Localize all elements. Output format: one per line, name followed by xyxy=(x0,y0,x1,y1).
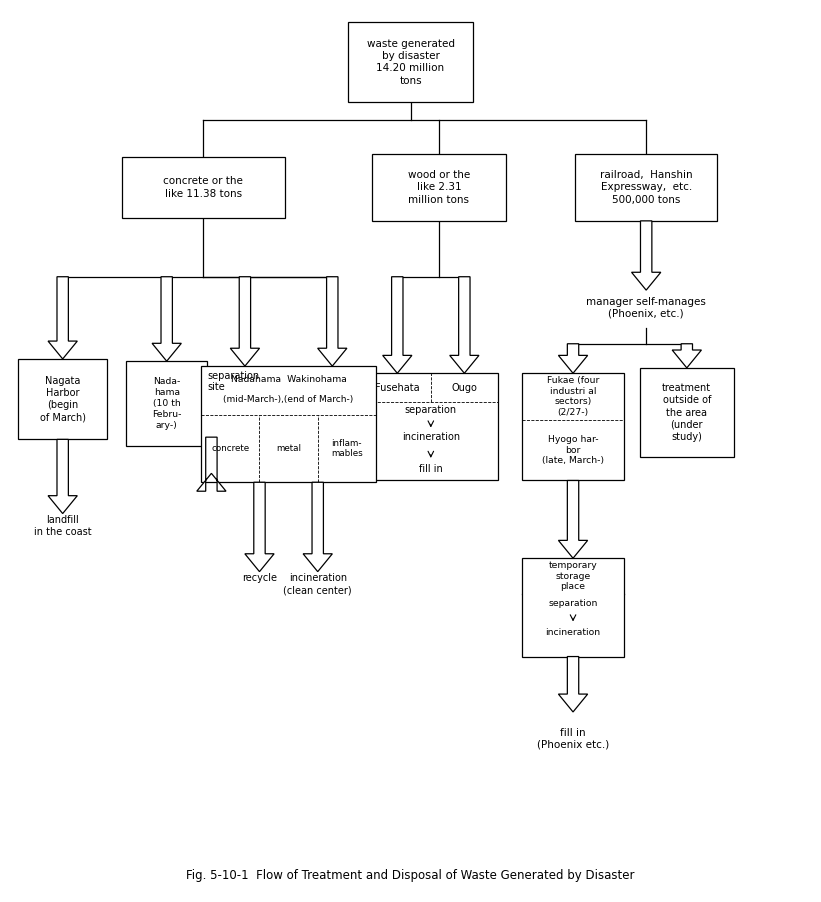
Polygon shape xyxy=(231,277,259,366)
Bar xyxy=(364,373,498,481)
Polygon shape xyxy=(48,277,77,359)
Bar xyxy=(522,558,624,657)
Bar xyxy=(640,368,733,457)
Polygon shape xyxy=(631,221,661,290)
Text: separation: separation xyxy=(405,405,456,416)
Polygon shape xyxy=(450,277,479,373)
Text: temporary
storage
place: temporary storage place xyxy=(548,561,598,591)
Bar xyxy=(522,373,624,481)
Polygon shape xyxy=(245,483,274,572)
Text: Fukae (four
industri al
sectors)
(2/27-): Fukae (four industri al sectors) (2/27-) xyxy=(547,376,599,417)
Bar xyxy=(347,22,474,103)
Bar xyxy=(126,361,208,446)
Polygon shape xyxy=(383,277,412,373)
Polygon shape xyxy=(303,483,333,572)
Text: manager self-manages
(Phoenix, etc.): manager self-manages (Phoenix, etc.) xyxy=(586,298,706,318)
Polygon shape xyxy=(197,437,226,492)
Text: railroad,  Hanshin
Expressway,  etc.
500,000 tons: railroad, Hanshin Expressway, etc. 500,0… xyxy=(600,170,692,205)
Text: (mid-March-),(end of March-): (mid-March-),(end of March-) xyxy=(223,395,354,404)
Text: inflam-
mables: inflam- mables xyxy=(331,439,363,458)
Bar xyxy=(372,154,506,221)
Bar xyxy=(201,366,376,483)
Text: landfill
in the coast: landfill in the coast xyxy=(34,515,91,537)
Text: fill in
(Phoenix etc.): fill in (Phoenix etc.) xyxy=(537,728,609,750)
Polygon shape xyxy=(48,439,77,513)
Bar xyxy=(18,359,108,439)
Text: Fig. 5-10-1  Flow of Treatment and Disposal of Waste Generated by Disaster: Fig. 5-10-1 Flow of Treatment and Dispos… xyxy=(186,869,635,882)
Text: treatment
outside of
the area
(under
study): treatment outside of the area (under stu… xyxy=(663,382,711,442)
Text: wood or the
like 2.31
million tons: wood or the like 2.31 million tons xyxy=(408,170,470,205)
Text: metal: metal xyxy=(276,445,301,454)
Text: concrete: concrete xyxy=(211,445,250,454)
Polygon shape xyxy=(558,657,588,712)
Text: Nada-
hama
(10 th
Febru-
ary-): Nada- hama (10 th Febru- ary-) xyxy=(152,377,181,430)
Text: fill in: fill in xyxy=(419,464,443,474)
Text: Nadahama  Wakinohama: Nadahama Wakinohama xyxy=(231,375,346,384)
Text: Fusehata: Fusehata xyxy=(375,382,420,392)
Text: recycle: recycle xyxy=(242,574,277,584)
Bar xyxy=(575,154,718,221)
Polygon shape xyxy=(152,277,181,361)
Text: incineration: incineration xyxy=(545,628,601,637)
Bar xyxy=(122,157,285,217)
Text: Nagata
Harbor
(begin
of March): Nagata Harbor (begin of March) xyxy=(39,375,85,423)
Text: separation
site: separation site xyxy=(207,371,259,392)
Text: Hyogo har-
bor
(late, March-): Hyogo har- bor (late, March-) xyxy=(542,435,604,465)
Text: Ougo: Ougo xyxy=(452,382,477,392)
Text: incineration
(clean center): incineration (clean center) xyxy=(283,574,352,595)
Text: separation: separation xyxy=(548,599,598,608)
Polygon shape xyxy=(672,344,701,368)
Polygon shape xyxy=(558,481,588,558)
Polygon shape xyxy=(318,277,347,366)
Text: concrete or the
like 11.38 tons: concrete or the like 11.38 tons xyxy=(163,176,243,198)
Text: waste generated
by disaster
14.20 million
tons: waste generated by disaster 14.20 millio… xyxy=(366,39,455,86)
Text: incineration: incineration xyxy=(401,432,460,442)
Polygon shape xyxy=(558,344,588,373)
